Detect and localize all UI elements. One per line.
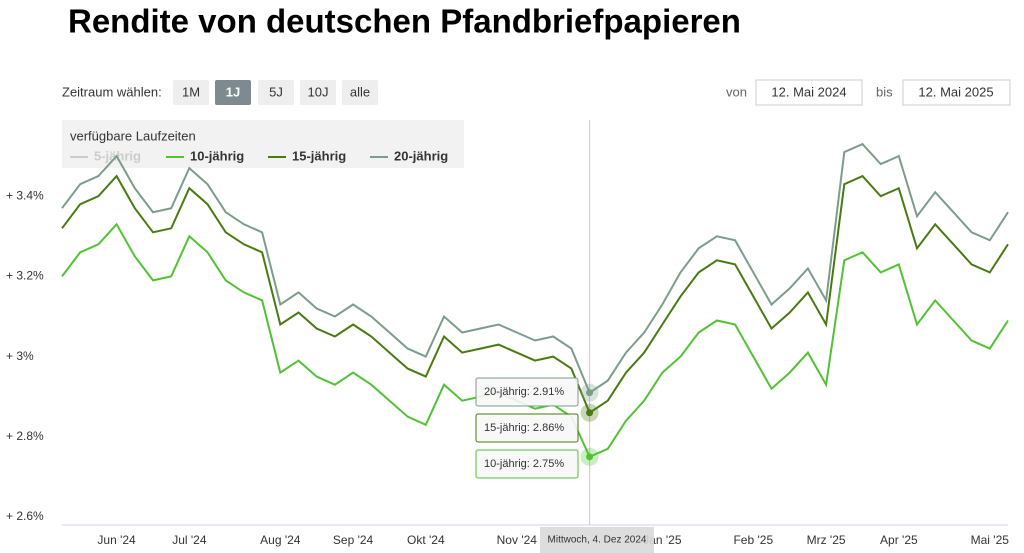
legend-label[interactable]: 10-jährig bbox=[190, 148, 244, 163]
period-button[interactable] bbox=[215, 80, 251, 105]
from-input[interactable] bbox=[755, 79, 863, 106]
tooltip-box bbox=[475, 377, 579, 407]
hover-marker bbox=[586, 409, 594, 417]
to-label: bis bbox=[876, 84, 893, 99]
period-button[interactable] bbox=[300, 80, 336, 105]
period-button-label[interactable]: 1J bbox=[226, 84, 240, 99]
period-label: Zeitraum wählen: bbox=[62, 84, 162, 99]
to-value[interactable]: 12. Mai 2025 bbox=[918, 84, 993, 99]
period-button[interactable] bbox=[342, 80, 378, 105]
tooltip-label: 15-jährig: 2.86% bbox=[484, 422, 564, 434]
series-line bbox=[61, 222, 1009, 459]
y-tick-label: + 2.6% bbox=[6, 509, 44, 523]
x-tick-label: Nov '24 bbox=[497, 533, 538, 547]
period-button-label[interactable]: 5J bbox=[269, 84, 283, 99]
tooltip-date-box bbox=[540, 527, 654, 553]
y-tick-label: + 2.8% bbox=[6, 429, 44, 443]
x-tick-label: Sep '24 bbox=[333, 533, 374, 547]
series-line bbox=[61, 142, 1009, 395]
tooltip-box bbox=[475, 449, 579, 479]
period-button-label[interactable]: alle bbox=[350, 84, 370, 99]
legend-title: verfügbare Laufzeiten bbox=[70, 128, 196, 143]
x-tick-label: Mai '25 bbox=[971, 533, 1010, 547]
legend-label[interactable]: 15-jährig bbox=[292, 148, 346, 163]
x-tick-label: Feb '25 bbox=[733, 533, 773, 547]
period-button[interactable] bbox=[258, 80, 294, 105]
y-tick-label: + 3.4% bbox=[6, 188, 44, 202]
tooltip-label: 10-jährig: 2.75% bbox=[484, 458, 564, 470]
legend-box bbox=[62, 120, 464, 168]
x-tick-label: Aug '24 bbox=[260, 533, 301, 547]
x-tick-label: Mrz '25 bbox=[807, 533, 846, 547]
y-tick-label: + 3% bbox=[6, 349, 34, 363]
hover-marker bbox=[586, 453, 594, 461]
legend-label[interactable]: 20-jährig bbox=[394, 148, 448, 163]
x-tick-label: Jul '24 bbox=[172, 533, 207, 547]
series-line bbox=[61, 174, 1009, 415]
to-input[interactable] bbox=[902, 79, 1011, 106]
x-tick-label: Apr '25 bbox=[880, 533, 918, 547]
x-tick-label: Jun '24 bbox=[97, 533, 136, 547]
chart-title: Rendite von deutschen Pfandbriefpapieren bbox=[68, 3, 741, 40]
period-button[interactable] bbox=[173, 80, 209, 105]
period-button-label[interactable]: 10J bbox=[308, 84, 329, 99]
x-tick-label: Okt '24 bbox=[407, 533, 445, 547]
tooltip-label: 20-jährig: 2.91% bbox=[484, 386, 564, 398]
from-value[interactable]: 12. Mai 2024 bbox=[771, 84, 846, 99]
tooltip-box bbox=[475, 413, 579, 443]
period-button-label[interactable]: 1M bbox=[182, 84, 200, 99]
tooltip-date: Mittwoch, 4. Dez 2024 bbox=[548, 535, 647, 546]
from-label: von bbox=[726, 84, 747, 99]
y-tick-label: + 3.2% bbox=[6, 269, 44, 283]
hover-marker bbox=[586, 389, 594, 397]
